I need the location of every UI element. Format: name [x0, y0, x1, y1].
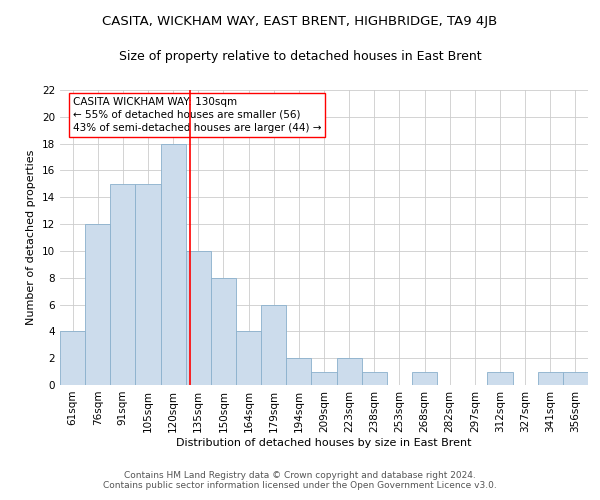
Bar [136, 184, 161, 385]
Bar [311, 372, 337, 385]
Text: CASITA, WICKHAM WAY, EAST BRENT, HIGHBRIDGE, TA9 4JB: CASITA, WICKHAM WAY, EAST BRENT, HIGHBRI… [103, 15, 497, 28]
Bar [161, 144, 186, 385]
Bar [286, 358, 311, 385]
Y-axis label: Number of detached properties: Number of detached properties [26, 150, 37, 325]
Bar [60, 332, 85, 385]
Bar [211, 278, 236, 385]
Bar [487, 372, 512, 385]
X-axis label: Distribution of detached houses by size in East Brent: Distribution of detached houses by size … [176, 438, 472, 448]
Bar [110, 184, 136, 385]
Bar [236, 332, 261, 385]
Bar [261, 304, 286, 385]
Bar [563, 372, 588, 385]
Text: CASITA WICKHAM WAY: 130sqm
← 55% of detached houses are smaller (56)
43% of semi: CASITA WICKHAM WAY: 130sqm ← 55% of deta… [73, 96, 322, 133]
Bar [186, 251, 211, 385]
Bar [412, 372, 437, 385]
Bar [337, 358, 362, 385]
Bar [362, 372, 387, 385]
Text: Size of property relative to detached houses in East Brent: Size of property relative to detached ho… [119, 50, 481, 63]
Bar [85, 224, 110, 385]
Bar [538, 372, 563, 385]
Text: Contains HM Land Registry data © Crown copyright and database right 2024.
Contai: Contains HM Land Registry data © Crown c… [103, 470, 497, 490]
